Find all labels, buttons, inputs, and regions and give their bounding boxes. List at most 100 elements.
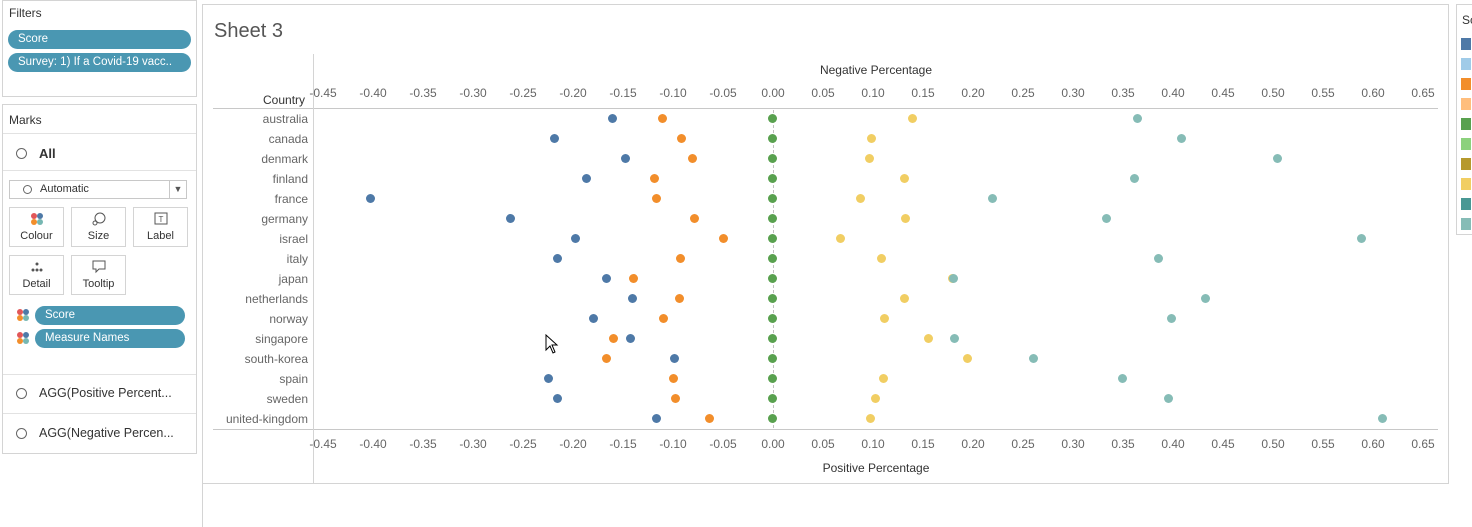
data-point[interactable] [659, 314, 668, 323]
data-point[interactable] [1029, 354, 1038, 363]
radio-agg-positive[interactable] [16, 388, 27, 399]
data-point[interactable] [768, 314, 777, 323]
data-point[interactable] [1378, 414, 1387, 423]
filter-pill-score[interactable]: Score [8, 30, 191, 49]
data-point[interactable] [901, 214, 910, 223]
data-point[interactable] [652, 194, 661, 203]
data-point[interactable] [582, 174, 591, 183]
data-point[interactable] [602, 354, 611, 363]
data-point[interactable] [705, 414, 714, 423]
data-point[interactable] [768, 394, 777, 403]
data-point[interactable] [621, 154, 630, 163]
data-point[interactable] [650, 174, 659, 183]
legend-swatch[interactable] [1461, 98, 1471, 110]
data-point[interactable] [924, 334, 933, 343]
data-point[interactable] [688, 154, 697, 163]
data-point[interactable] [900, 174, 909, 183]
data-point[interactable] [506, 214, 515, 223]
data-point[interactable] [900, 294, 909, 303]
legend-swatch[interactable] [1461, 38, 1471, 50]
mark-type-dropdown[interactable]: Automatic ▼ [9, 180, 187, 199]
data-point[interactable] [768, 354, 777, 363]
data-point[interactable] [950, 334, 959, 343]
data-point[interactable] [768, 374, 777, 383]
marks-field-score[interactable]: Score [35, 306, 185, 325]
data-point[interactable] [719, 234, 728, 243]
data-point[interactable] [1201, 294, 1210, 303]
agg-negative-label[interactable]: AGG(Negative Percen... [39, 426, 174, 440]
agg-positive-label[interactable]: AGG(Positive Percent... [39, 386, 172, 400]
data-point[interactable] [768, 294, 777, 303]
data-point[interactable] [366, 194, 375, 203]
legend-swatch[interactable] [1461, 158, 1471, 170]
data-point[interactable] [867, 134, 876, 143]
data-point[interactable] [608, 114, 617, 123]
data-point[interactable] [768, 214, 777, 223]
data-point[interactable] [1273, 154, 1282, 163]
radio-all[interactable] [16, 148, 27, 159]
data-point[interactable] [768, 234, 777, 243]
data-point[interactable] [1130, 174, 1139, 183]
data-point[interactable] [609, 334, 618, 343]
data-point[interactable] [602, 274, 611, 283]
data-point[interactable] [1154, 254, 1163, 263]
data-point[interactable] [865, 154, 874, 163]
data-point[interactable] [1102, 214, 1111, 223]
data-point[interactable] [768, 174, 777, 183]
data-point[interactable] [879, 374, 888, 383]
data-point[interactable] [768, 334, 777, 343]
data-point[interactable] [949, 274, 958, 283]
marks-field-measure-names[interactable]: Measure Names [35, 329, 185, 348]
data-point[interactable] [553, 254, 562, 263]
legend-swatch[interactable] [1461, 58, 1471, 70]
size-button[interactable]: Size [71, 207, 126, 247]
data-point[interactable] [871, 394, 880, 403]
data-point[interactable] [671, 394, 680, 403]
data-point[interactable] [628, 294, 637, 303]
detail-button[interactable]: Detail [9, 255, 64, 295]
data-point[interactable] [768, 134, 777, 143]
data-point[interactable] [669, 374, 678, 383]
data-point[interactable] [658, 114, 667, 123]
data-point[interactable] [677, 134, 686, 143]
data-point[interactable] [856, 194, 865, 203]
data-point[interactable] [768, 274, 777, 283]
radio-agg-negative[interactable] [16, 428, 27, 439]
legend-swatch[interactable] [1461, 118, 1471, 130]
data-point[interactable] [1177, 134, 1186, 143]
data-point[interactable] [1133, 114, 1142, 123]
data-point[interactable] [544, 374, 553, 383]
data-point[interactable] [908, 114, 917, 123]
data-point[interactable] [1357, 234, 1366, 243]
colour-button[interactable]: Colour [9, 207, 64, 247]
data-point[interactable] [866, 414, 875, 423]
data-point[interactable] [553, 394, 562, 403]
data-point[interactable] [768, 154, 777, 163]
data-point[interactable] [571, 234, 580, 243]
data-point[interactable] [1118, 374, 1127, 383]
data-point[interactable] [652, 414, 661, 423]
legend-swatch[interactable] [1461, 138, 1471, 150]
data-point[interactable] [550, 134, 559, 143]
tooltip-button[interactable]: Tooltip [71, 255, 126, 295]
data-point[interactable] [675, 294, 684, 303]
data-point[interactable] [768, 194, 777, 203]
data-point[interactable] [690, 214, 699, 223]
legend-swatch[interactable] [1461, 218, 1471, 230]
data-point[interactable] [1164, 394, 1173, 403]
data-point[interactable] [836, 234, 845, 243]
filter-pill-survey[interactable]: Survey: 1) If a Covid-19 vacc.. [8, 53, 191, 72]
data-point[interactable] [768, 414, 777, 423]
data-point[interactable] [1167, 314, 1176, 323]
data-point[interactable] [880, 314, 889, 323]
legend-swatch[interactable] [1461, 198, 1471, 210]
legend-swatch[interactable] [1461, 178, 1471, 190]
data-point[interactable] [589, 314, 598, 323]
data-point[interactable] [877, 254, 886, 263]
data-point[interactable] [768, 114, 777, 123]
data-point[interactable] [963, 354, 972, 363]
data-point[interactable] [768, 254, 777, 263]
data-point[interactable] [629, 274, 638, 283]
data-point[interactable] [626, 334, 635, 343]
data-point[interactable] [988, 194, 997, 203]
